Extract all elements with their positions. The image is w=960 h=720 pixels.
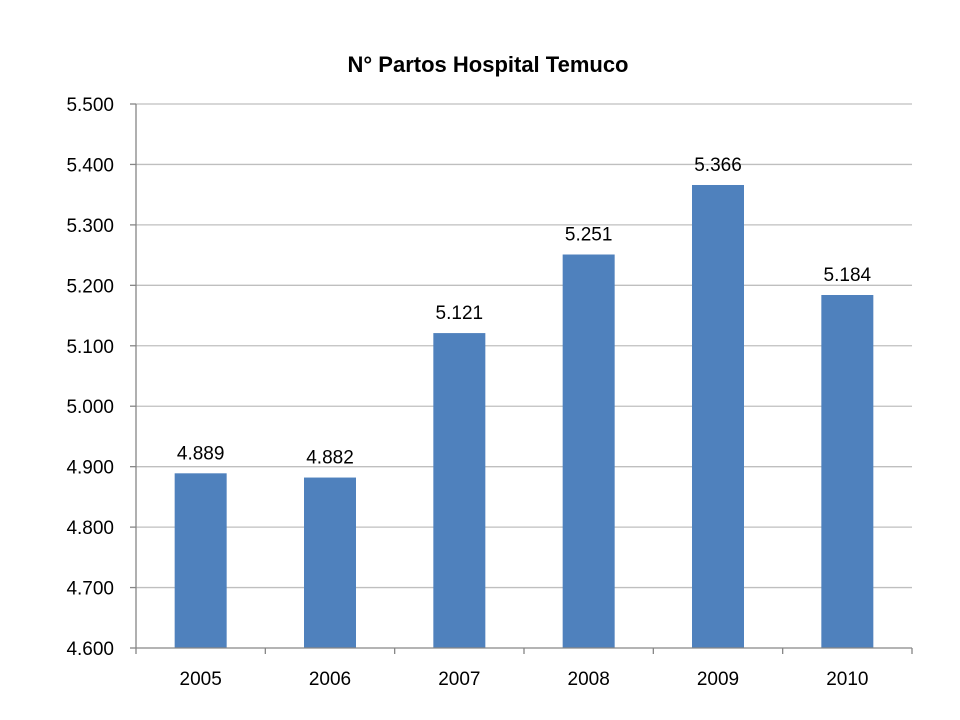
x-tick-label: 2006 xyxy=(309,669,351,690)
y-tick-label: 5.500 xyxy=(66,95,114,116)
data-label: 5.121 xyxy=(436,303,484,324)
chart-title: N° Partos Hospital Temuco xyxy=(348,52,629,77)
data-label: 5.251 xyxy=(565,225,613,246)
bar xyxy=(821,295,874,648)
y-tick-label: 5.100 xyxy=(66,337,114,358)
x-tick-label: 2008 xyxy=(568,669,610,690)
x-tick-label: 2007 xyxy=(438,669,480,690)
bar xyxy=(174,473,227,648)
bars xyxy=(174,184,874,649)
x-tick-label: 2009 xyxy=(697,669,739,690)
bar xyxy=(433,333,486,648)
bar xyxy=(562,254,615,649)
gridlines xyxy=(136,103,912,589)
x-tick-label: 2005 xyxy=(180,669,222,690)
y-tick-label: 4.800 xyxy=(66,518,114,539)
y-tick-label: 5.300 xyxy=(66,216,114,237)
data-label: 5.184 xyxy=(824,265,872,286)
x-tick-labels: 2005 2006 2007 2008 2009 2010 xyxy=(180,669,869,690)
x-tick-label: 2010 xyxy=(826,669,868,690)
y-tick-label: 4.600 xyxy=(66,639,114,660)
y-tick-label: 5.400 xyxy=(66,155,114,176)
y-tick-label: 5.200 xyxy=(66,276,114,297)
data-label: 5.366 xyxy=(694,155,742,176)
y-tick-label: 4.900 xyxy=(66,458,114,479)
data-labels: 4.889 4.882 5.121 5.251 5.366 5.184 xyxy=(177,155,872,469)
y-tick-labels: 4.600 4.700 4.800 4.900 5.000 5.100 5.200 5.300… xyxy=(66,95,114,660)
bar xyxy=(304,477,356,648)
data-label: 4.889 xyxy=(177,443,225,464)
y-tick-label: 5.000 xyxy=(66,397,114,418)
y-tick-label: 4.700 xyxy=(66,579,114,600)
axes xyxy=(130,103,913,654)
data-label: 4.882 xyxy=(306,448,354,469)
bar xyxy=(692,184,744,649)
